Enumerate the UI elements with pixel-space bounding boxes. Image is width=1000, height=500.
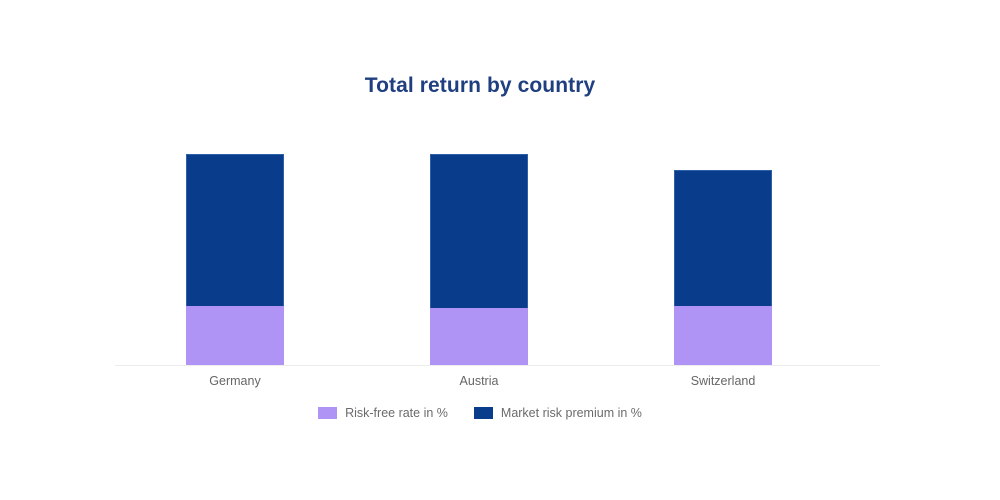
stacked-bar	[186, 154, 284, 365]
legend-item-label: Risk-free rate in %	[345, 406, 448, 420]
bar-segment-market-risk-premium[interactable]	[674, 169, 772, 307]
bar-segment-risk-free-rate[interactable]	[430, 308, 528, 365]
legend-item-label: Market risk premium in %	[500, 406, 642, 420]
chart-legend: Risk-free rate in % Market risk premium …	[0, 406, 960, 420]
bar-segment-market-risk-premium[interactable]	[430, 154, 528, 309]
x-axis-tick-label-germany: Germany	[209, 374, 261, 388]
bar-group-switzerland	[674, 130, 772, 365]
x-axis-tick-labels: Germany Austria Switzerland	[115, 374, 880, 394]
stacked-bar	[674, 169, 772, 365]
bar-segment-risk-free-rate[interactable]	[186, 306, 284, 365]
bar-group-austria	[430, 130, 528, 365]
x-axis-line	[115, 365, 880, 366]
stacked-bar	[430, 154, 528, 365]
x-axis-tick-label-switzerland: Switzerland	[690, 374, 756, 388]
x-axis-tick-label-austria: Austria	[459, 374, 499, 388]
legend-swatch-icon	[318, 407, 338, 419]
plot-area	[115, 130, 880, 365]
bar-segment-risk-free-rate[interactable]	[674, 306, 772, 365]
legend-item-risk-free-rate[interactable]: Risk-free rate in %	[318, 406, 448, 420]
chart-title: Total return by country	[364, 74, 596, 97]
legend-swatch-icon	[473, 407, 493, 419]
bar-segment-market-risk-premium[interactable]	[186, 154, 284, 307]
legend-item-market-risk-premium[interactable]: Market risk premium in %	[473, 406, 642, 420]
bar-group-germany	[186, 130, 284, 365]
